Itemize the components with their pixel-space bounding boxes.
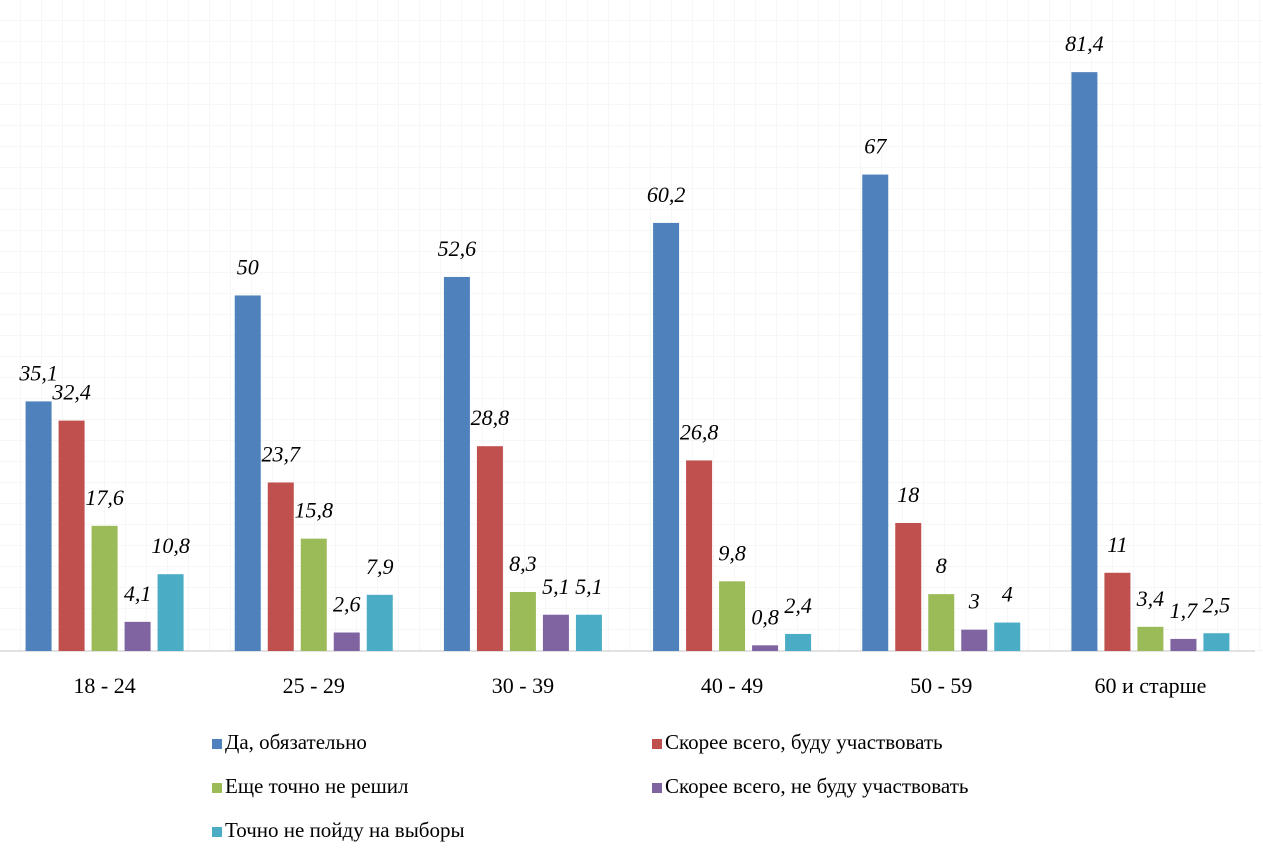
data-label: 2,6 <box>333 592 361 617</box>
legend-swatch <box>212 739 222 749</box>
bar <box>961 629 988 651</box>
data-label: 26,8 <box>680 419 719 444</box>
data-label: 23,7 <box>262 442 302 467</box>
data-label: 15,8 <box>295 498 334 523</box>
bar <box>785 633 812 651</box>
data-label: 8,3 <box>509 551 537 576</box>
legend-swatch <box>212 827 222 837</box>
legend-swatch <box>652 783 662 793</box>
data-label: 2,5 <box>1203 592 1231 617</box>
bar <box>157 574 184 651</box>
data-label: 5,1 <box>575 574 603 599</box>
bar <box>58 420 85 651</box>
bar <box>443 276 470 651</box>
x-tick-label: 50 - 59 <box>910 673 972 698</box>
bar <box>333 632 360 651</box>
bar <box>862 174 889 652</box>
bar <box>267 482 294 651</box>
legend-label: Скорее всего, буду участвовать <box>665 730 943 754</box>
data-label: 18 <box>897 482 919 507</box>
legend-label: Скорее всего, не буду участвовать <box>665 774 968 798</box>
legend-label: Еще точно не решил <box>225 774 409 798</box>
bar <box>994 622 1021 651</box>
data-label: 52,6 <box>438 236 477 261</box>
data-label: 11 <box>1107 532 1127 557</box>
data-label: 0,8 <box>751 604 779 629</box>
bar <box>124 621 151 651</box>
x-tick-label: 18 - 24 <box>73 673 135 698</box>
data-label: 5,1 <box>542 574 570 599</box>
x-tick-label: 25 - 29 <box>283 673 345 698</box>
bar <box>91 525 118 651</box>
plot-background <box>0 0 1263 652</box>
data-label: 3 <box>968 589 980 614</box>
bar <box>1104 572 1131 651</box>
data-label: 67 <box>864 134 887 159</box>
bar <box>542 614 569 651</box>
data-label: 17,6 <box>85 485 124 510</box>
data-label: 3,4 <box>1136 586 1165 611</box>
data-label: 4 <box>1002 582 1013 607</box>
data-label: 28,8 <box>471 405 510 430</box>
data-label: 4,1 <box>124 581 152 606</box>
bar <box>1071 72 1098 651</box>
bar <box>928 594 955 651</box>
bar <box>234 295 261 651</box>
x-tick-label: 30 - 39 <box>492 673 554 698</box>
bar <box>575 614 602 651</box>
bar <box>895 523 922 651</box>
bar <box>509 591 536 651</box>
bar <box>1170 638 1197 651</box>
bar <box>1137 626 1164 651</box>
bar <box>25 401 52 651</box>
data-label: 50 <box>237 254 259 279</box>
data-label: 35,1 <box>18 360 58 385</box>
legend-swatch <box>652 739 662 749</box>
data-label: 7,9 <box>366 554 394 579</box>
legend-label: Да, обязательно <box>225 730 367 754</box>
bar <box>653 222 680 651</box>
bar <box>366 594 393 651</box>
data-label: 1,7 <box>1170 598 1199 623</box>
bar <box>476 446 503 651</box>
bar <box>1203 633 1230 651</box>
data-label: 32,4 <box>51 380 91 405</box>
bar <box>752 645 779 651</box>
data-label: 2,4 <box>784 593 812 618</box>
x-tick-label: 60 и старше <box>1094 673 1206 698</box>
data-label: 8 <box>936 553 947 578</box>
data-label: 10,8 <box>151 533 190 558</box>
bar <box>300 538 327 651</box>
legend-label: Точно не пойду на выборы <box>225 818 465 842</box>
x-tick-label: 40 - 49 <box>701 673 763 698</box>
bar <box>719 581 746 651</box>
data-label: 60,2 <box>647 182 686 207</box>
legend-swatch <box>212 783 222 793</box>
data-label: 81,4 <box>1065 31 1104 56</box>
bar <box>686 460 713 651</box>
data-label: 9,8 <box>718 540 746 565</box>
